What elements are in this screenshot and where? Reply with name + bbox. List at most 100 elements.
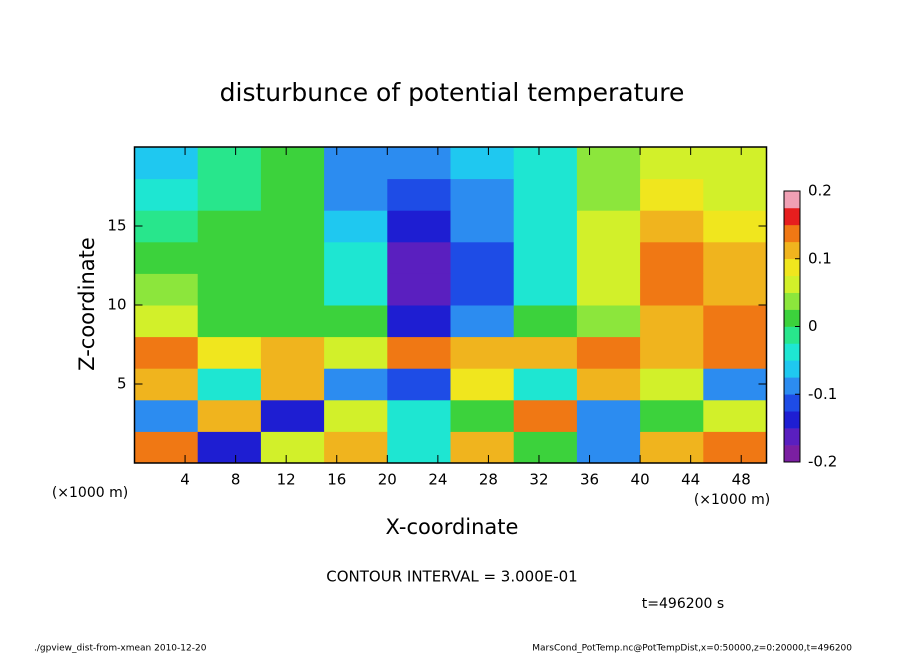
colorbar-band [784, 343, 800, 361]
heat-cell [703, 210, 767, 243]
heat-cell [513, 147, 578, 180]
heat-cell [513, 210, 578, 243]
heat-cell [576, 431, 641, 464]
heat-cell [703, 305, 767, 338]
heat-cell [640, 210, 704, 243]
colorbar-tick-label: 0.1 [808, 249, 832, 267]
heat-cell [197, 178, 262, 211]
heat-cell [450, 241, 515, 274]
heat-cell [324, 431, 388, 464]
heat-cell [197, 210, 262, 243]
chart-title: disturbunce of potential temperature [220, 78, 685, 107]
colorbar-tick-label: -0.1 [808, 385, 837, 403]
heat-cell [134, 210, 199, 243]
contour-note: CONTOUR INTERVAL = 3.000E-01 [326, 568, 577, 586]
heat-cell [387, 399, 451, 432]
colorbar-band [784, 326, 800, 344]
colorbar-tick-label: 0 [808, 317, 818, 335]
heat-cell [134, 368, 199, 401]
x-tick-label: 40 [631, 471, 650, 489]
colorbar-band [784, 377, 800, 395]
heat-cell [260, 305, 325, 338]
heat-cell [576, 241, 641, 274]
heat-cell [640, 368, 704, 401]
heat-cell [387, 273, 451, 306]
x-tick-label: 24 [428, 471, 447, 489]
heat-cell [576, 399, 641, 432]
heat-cell [324, 147, 388, 180]
heat-cell [197, 273, 262, 306]
heat-cell [640, 273, 704, 306]
colorbar-band [784, 275, 800, 293]
heat-cell [134, 273, 199, 306]
heat-cell [324, 210, 388, 243]
heat-cell [260, 399, 325, 432]
heat-cell [640, 305, 704, 338]
heat-cell [387, 431, 451, 464]
heat-cell [260, 368, 325, 401]
heat-cell [576, 210, 641, 243]
heat-cell [387, 305, 451, 338]
colorbar-band [784, 207, 800, 226]
y-tick-label: 15 [107, 217, 126, 235]
heat-cell [387, 241, 451, 274]
x-tick-label: 4 [180, 471, 190, 489]
heat-cell [387, 147, 451, 180]
heat-cell [450, 210, 515, 243]
heat-cell [450, 336, 515, 369]
heat-cell [513, 241, 578, 274]
heat-cell [134, 399, 199, 432]
colorbar-band [784, 445, 800, 463]
heat-cell [197, 241, 262, 274]
heat-cell [703, 178, 767, 211]
x-tick-label: 12 [277, 471, 296, 489]
heat-cell [640, 431, 704, 464]
heat-cell [640, 178, 704, 211]
x-tick-label: 44 [681, 471, 700, 489]
colorbar-band [784, 309, 800, 327]
heat-cell [513, 336, 578, 369]
x-tick-label: 8 [231, 471, 241, 489]
colorbar-tick-label: 0.2 [808, 182, 832, 200]
x-tick-label: 36 [580, 471, 599, 489]
heat-cell [703, 399, 767, 432]
heat-cell [197, 336, 262, 369]
colorbar-band [784, 258, 800, 276]
heat-cell [513, 368, 578, 401]
heat-cell [576, 147, 641, 180]
colorbar-band [784, 360, 800, 378]
footer: ./gpview_dist-from-xmean 2010-12-20 [34, 644, 207, 654]
heat-cell [260, 147, 325, 180]
y-axis-label: Z-coordinate [75, 237, 99, 371]
x-tick-label: 32 [529, 471, 548, 489]
heat-cell [513, 273, 578, 306]
heat-cell [513, 178, 578, 211]
heat-cell [450, 305, 515, 338]
heat-cell [197, 399, 262, 432]
heat-cell [450, 399, 515, 432]
heat-cell [387, 336, 451, 369]
heat-cell [513, 399, 578, 432]
heat-cell [640, 399, 704, 432]
y-tick-label: 5 [117, 375, 127, 393]
footer: MarsCond_PotTemp.nc@PotTempDist,x=0:5000… [532, 644, 852, 654]
heat-cell [260, 431, 325, 464]
heat-cell [450, 431, 515, 464]
heat-cell [324, 305, 388, 338]
heat-cell [640, 241, 704, 274]
heat-cell [703, 147, 767, 180]
time-note: t=496200 s [642, 596, 724, 612]
heat-cell [324, 241, 388, 274]
heat-cell [703, 368, 767, 401]
heat-cell [450, 178, 515, 211]
heat-cell [324, 336, 388, 369]
heat-cell [324, 399, 388, 432]
heat-cell [260, 178, 325, 211]
heat-cell [703, 241, 767, 274]
x-tick-label: 48 [732, 471, 751, 489]
colorbar-tick-label: -0.2 [808, 453, 837, 471]
heat-cell [134, 305, 199, 338]
heat-cell [197, 431, 262, 464]
colorbar-band [784, 394, 800, 412]
